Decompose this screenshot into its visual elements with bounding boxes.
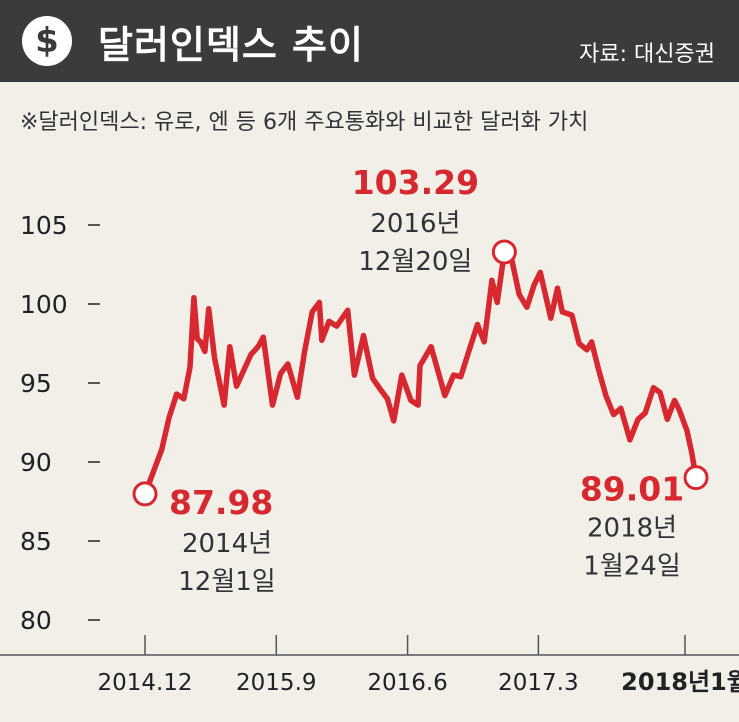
- y-tick-label: 105: [20, 211, 68, 240]
- y-tick-label: 90: [20, 448, 52, 477]
- annotation-date-year: 2018년: [587, 514, 677, 544]
- annotation-marker: [683, 465, 709, 491]
- x-tick-label: 2016.6: [367, 670, 447, 696]
- chart-header: $ 달러인덱스 추이 자료: 대신증권: [0, 0, 739, 82]
- annotation-date-day: 1월24일: [583, 552, 680, 582]
- y-tick-label: 85: [20, 527, 52, 556]
- dollar-icon: $: [22, 16, 72, 66]
- x-tick-label: 2018년1월: [621, 668, 739, 696]
- y-tick-label: 95: [20, 369, 52, 398]
- y-tick-label: 100: [20, 290, 68, 319]
- annotation-value: 103.29: [352, 163, 479, 202]
- annotation-marker: [132, 481, 158, 507]
- annotation-date-year: 2016년: [370, 209, 460, 239]
- series-line: [142, 249, 699, 497]
- y-tick-label: 80: [20, 606, 52, 635]
- x-tick-label: 2014.12: [97, 670, 192, 696]
- annotation-value: 89.01: [580, 470, 684, 509]
- annotation-date-year: 2014년: [182, 529, 272, 559]
- annotation-date-day: 12월1일: [178, 567, 275, 597]
- x-tick-label: 2017.3: [498, 670, 578, 696]
- annotation-date-day: 12월20일: [358, 247, 472, 277]
- chart-note: ※달러인덱스: 유로, 엔 등 6개 주요통화와 비교한 달러화 가치: [20, 110, 589, 135]
- source-label: 자료: 대신증권: [579, 42, 715, 67]
- x-tick-label: 2015.9: [236, 670, 316, 696]
- annotation-marker: [491, 239, 517, 265]
- chart-title: 달러인덱스 추이: [98, 23, 364, 67]
- annotation-value: 87.98: [169, 483, 273, 522]
